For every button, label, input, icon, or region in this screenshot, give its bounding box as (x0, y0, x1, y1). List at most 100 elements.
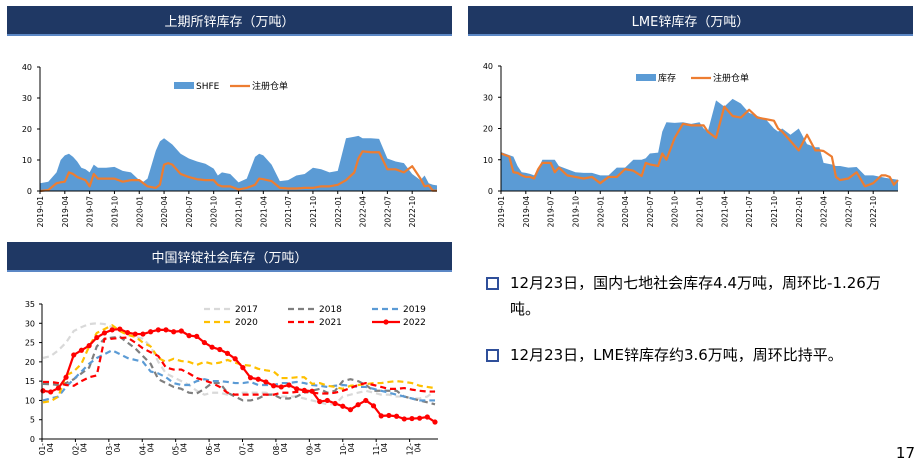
data-point-2022 (355, 402, 361, 408)
x-tick-label-day: 04 (146, 443, 155, 453)
data-point-2022 (317, 398, 323, 405)
y-tick-label: 20 (22, 125, 32, 134)
data-point-2022 (86, 343, 92, 349)
legend-marker-2022 (383, 319, 389, 325)
x-tick-label: 2021-10 (770, 196, 779, 228)
data-point-2022 (178, 328, 184, 334)
x-tick-label: 2020-07 (646, 196, 655, 228)
lme-panel-title: LME锌库存（万吨） (631, 14, 750, 30)
data-point-2022 (224, 350, 231, 356)
data-point-2022 (309, 388, 315, 394)
square-bullet-icon (486, 277, 499, 290)
data-point-2022 (71, 352, 77, 358)
y-tick-label: 10 (25, 396, 35, 405)
data-point-2022 (294, 386, 300, 392)
data-point-2022 (171, 329, 177, 335)
line-series-2018 (42, 335, 436, 406)
x-tick-label: 11- (372, 443, 381, 456)
data-point-2022 (194, 333, 200, 339)
data-point-2022 (393, 413, 400, 419)
x-tick-label: 01- (38, 443, 47, 456)
legend-swatch-area (636, 74, 656, 81)
shfe-panel-title: 上期所锌库存（万吨） (164, 14, 295, 30)
lme-panel-header: LME锌库存（万吨） (468, 6, 913, 36)
data-point-2022 (148, 329, 154, 335)
data-point-2022 (424, 414, 430, 420)
x-tick-label: 2022-07 (383, 196, 392, 228)
legend-label-line: 注册仓单 (252, 80, 288, 92)
x-tick-label-day: 04 (313, 443, 322, 453)
x-tick-label: 2022-07 (844, 196, 853, 228)
x-tick-label: 02- (71, 443, 80, 456)
line-series-2019 (42, 349, 435, 402)
x-tick-label: 2019-01 (497, 196, 506, 228)
x-tick-label-day: 04 (180, 443, 189, 453)
x-tick-label-day: 04 (347, 443, 356, 453)
y-tick-label: 0 (27, 187, 32, 196)
shfe-panel-header: 上期所锌库存（万吨） (7, 6, 452, 36)
data-point-2022 (363, 397, 369, 404)
x-tick-label: 2021-01 (696, 196, 705, 228)
commentary-item: 12月23日，LME锌库存约3.6万吨，周环比持平。 (486, 342, 906, 368)
data-point-2022 (78, 347, 85, 353)
y-tick-label: 35 (25, 300, 35, 309)
data-point-2022 (347, 407, 354, 413)
x-tick-label: 2019-07 (86, 196, 95, 228)
x-tick-label: 2022-10 (408, 196, 417, 228)
x-tick-label-day: 04 (280, 443, 289, 453)
data-point-2022 (140, 331, 146, 337)
area-series-库存 (501, 98, 898, 191)
x-tick-label: 2019-10 (571, 196, 580, 228)
y-tick-label: 30 (483, 93, 493, 102)
line-series-2022 (42, 327, 436, 423)
x-tick-label: 2022-10 (869, 196, 878, 228)
x-tick-label: 12- (406, 443, 415, 456)
shfe-inventory-chart: 0 10 20 30 40 2019-01 2019-04 2019-07 2019-10 202… (22, 63, 437, 228)
x-tick-label-day: 04 (213, 443, 222, 453)
lme-inventory-chart: 0 10 20 30 40 2019-01 2019-04 2019-07 2019-10 202… (483, 62, 899, 228)
line-series-2017 (42, 322, 436, 406)
data-point-2022 (117, 326, 123, 332)
x-tick-label: 2020-10 (671, 196, 680, 228)
y-tick-label: 0 (30, 435, 35, 444)
y-tick-label: 30 (25, 319, 35, 328)
x-tick-label-day: 04 (247, 443, 256, 453)
y-tick-label: 10 (483, 156, 493, 165)
data-point-2022 (409, 415, 415, 422)
square-bullet-icon (486, 349, 499, 362)
x-tick-label: 2021-10 (309, 196, 318, 228)
legend-label-2022: 2022 (403, 318, 426, 328)
line-series-registered-warrants (39, 150, 437, 193)
data-point-2022 (263, 379, 269, 385)
x-tick-label: 2021-07 (745, 196, 754, 228)
y-tick-label: 5 (30, 416, 35, 425)
x-tick-label: 2021-04 (720, 196, 729, 228)
x-tick-label: 2020-10 (210, 196, 219, 228)
y-tick-label: 20 (483, 125, 493, 134)
data-point-2022 (340, 403, 346, 409)
data-point-2022 (101, 330, 108, 336)
data-point-2022 (301, 387, 307, 393)
x-tick-label: 07- (239, 443, 248, 456)
legend-label-2020: 2020 (235, 318, 258, 328)
y-tick-label: 10 (22, 156, 32, 165)
x-tick-label: 2019-10 (110, 196, 119, 228)
x-tick-label: 2022-01 (334, 196, 343, 228)
legend-label-area: 库存 (658, 72, 676, 84)
y-tick-label: 30 (22, 94, 32, 103)
x-tick-label: 2019-04 (522, 196, 531, 228)
data-point-2022 (378, 413, 384, 419)
data-point-2022 (432, 419, 438, 425)
data-point-2022 (201, 339, 208, 346)
data-point-2022 (240, 365, 246, 371)
y-tick-label: 20 (25, 358, 35, 367)
data-point-2022 (370, 403, 377, 409)
data-point-2022 (124, 329, 131, 336)
commentary-text: 12月23日，LME锌库存约3.6万吨，周环比持平。 (510, 346, 843, 364)
data-point-2022 (401, 416, 407, 422)
x-tick-label: 2021-04 (259, 196, 268, 228)
data-point-2022 (209, 344, 215, 350)
x-tick-label: 2022-04 (359, 196, 368, 228)
y-tick-label: 15 (25, 377, 35, 386)
